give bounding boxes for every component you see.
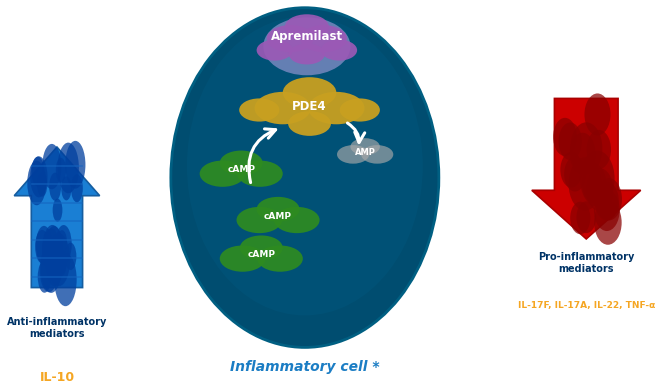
Circle shape [220,245,265,272]
Text: cAMP: cAMP [247,250,275,259]
Circle shape [289,44,325,64]
Circle shape [257,197,299,222]
Circle shape [267,25,314,52]
Circle shape [350,138,380,155]
Circle shape [240,235,283,260]
Circle shape [220,151,263,175]
Circle shape [257,40,293,61]
Circle shape [300,25,347,52]
Circle shape [200,161,245,187]
Circle shape [337,145,369,164]
Circle shape [361,145,393,164]
Circle shape [285,14,329,40]
Circle shape [283,77,336,108]
Text: cAMP: cAMP [227,165,255,174]
Circle shape [239,98,279,122]
Text: AMP: AMP [354,148,376,157]
Circle shape [340,98,380,122]
Circle shape [237,161,283,187]
Circle shape [237,207,282,233]
Circle shape [257,245,303,272]
Ellipse shape [263,17,350,75]
Circle shape [308,92,364,124]
Circle shape [288,111,331,136]
Text: PDE4: PDE4 [292,100,327,113]
Ellipse shape [171,8,439,347]
Text: Inflammatory cell *: Inflammatory cell * [230,361,380,374]
Circle shape [274,207,320,233]
Ellipse shape [187,17,423,315]
Text: Apremilast: Apremilast [271,30,343,43]
Circle shape [255,92,311,124]
Text: cAMP: cAMP [264,212,292,221]
Circle shape [321,40,357,61]
